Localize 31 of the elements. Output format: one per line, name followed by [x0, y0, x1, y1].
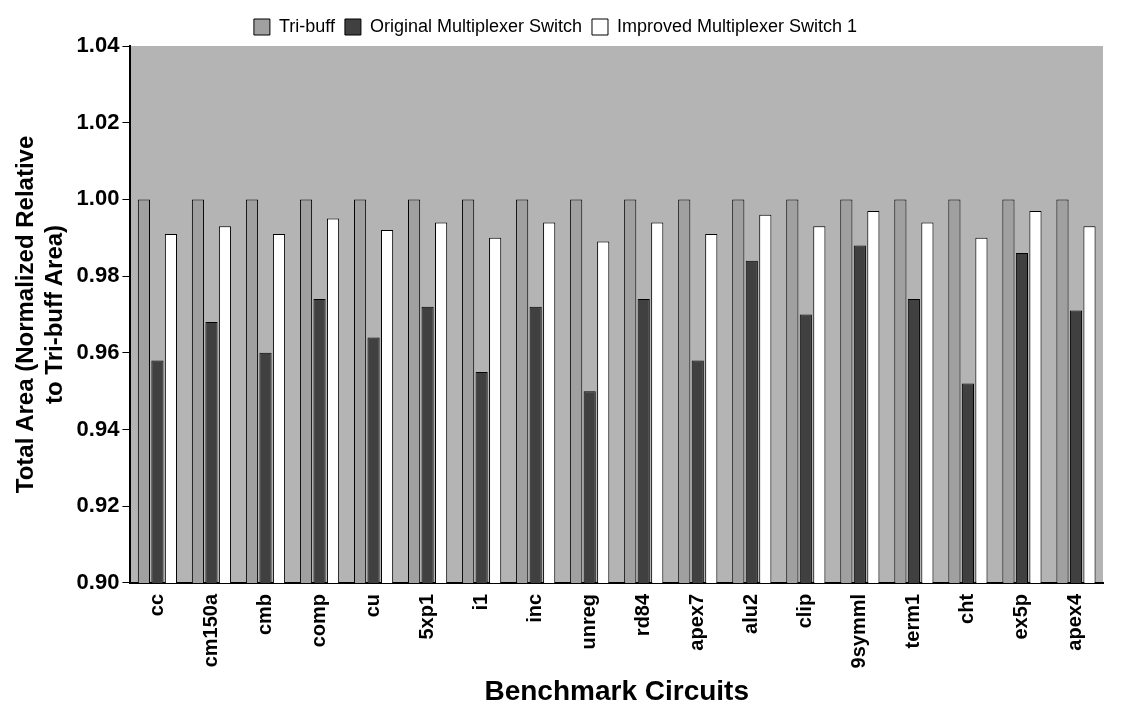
x-tick-label: cm150a — [198, 593, 221, 668]
y-axis-title: Total Area (Normalized Relative to Tri-buff Area) — [11, 135, 67, 494]
x-tick-label: 5xp1 — [415, 593, 438, 640]
x-tick-label: unreg — [577, 593, 600, 650]
y-tick-label: 0.98 — [76, 262, 120, 288]
x-axis-title: Benchmark Circuits — [484, 674, 749, 706]
x-tick-label: clip — [793, 593, 816, 629]
y-tick-label: 0.94 — [76, 415, 121, 441]
legend-label: Original Multiplexer Switch — [369, 15, 582, 36]
y-tick-label: 0.96 — [76, 338, 120, 364]
x-tick-label: i1 — [469, 593, 492, 611]
legend-label: Tri-buff — [278, 15, 336, 36]
y-tick-label: 1.02 — [76, 108, 120, 134]
x-tick-label: alu2 — [739, 593, 762, 634]
x-tick-label: cht — [955, 593, 978, 624]
x-tick-label: 9symml — [847, 593, 870, 669]
x-tick-label: inc — [523, 593, 546, 623]
x-tick-label: ex5p — [1009, 593, 1032, 640]
x-tick-label: apex7 — [685, 593, 708, 651]
y-tick-label: 0.92 — [76, 492, 120, 518]
x-tick-label: term1 — [901, 593, 924, 649]
y-tick-label: 1.04 — [76, 32, 121, 58]
x-tick-label: comp — [307, 593, 330, 648]
x-tick-label: cc — [144, 593, 167, 617]
y-tick-label: 0.90 — [76, 568, 120, 594]
y-tick-label: 1.00 — [76, 185, 120, 211]
x-tick-label: rd84 — [631, 593, 654, 637]
legend-label: Improved Multiplexer Switch 1 — [617, 15, 858, 36]
x-tick-label: cu — [361, 593, 384, 618]
x-tick-label: cmb — [253, 593, 276, 636]
x-tick-label: apex4 — [1063, 593, 1086, 651]
